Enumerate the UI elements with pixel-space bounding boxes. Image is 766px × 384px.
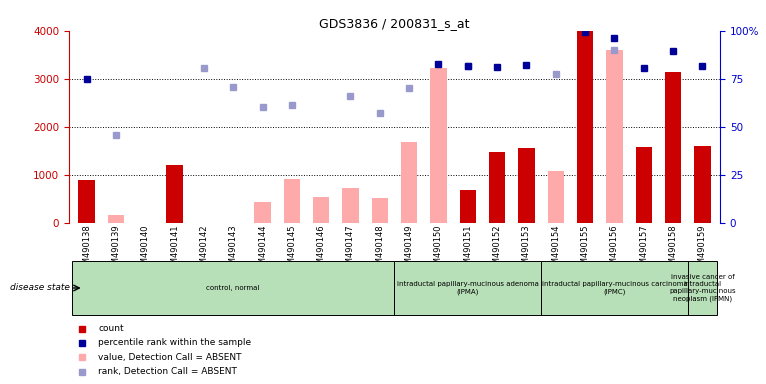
Bar: [665, 73, 681, 223]
Title: GDS3836 / 200831_s_at: GDS3836 / 200831_s_at: [319, 17, 470, 30]
Text: invasive cancer of
intraductal
papillary-mucinous
neoplasm (IPMN): invasive cancer of intraductal papillary…: [669, 274, 736, 302]
Bar: [401, 142, 417, 223]
Bar: [489, 152, 506, 223]
Text: disease state: disease state: [10, 283, 70, 293]
Bar: [548, 171, 564, 223]
Bar: [313, 197, 329, 223]
Bar: [688, 261, 717, 315]
Text: value, Detection Call = ABSENT: value, Detection Call = ABSENT: [98, 353, 242, 362]
Bar: [283, 179, 300, 223]
Text: count: count: [98, 324, 124, 333]
Bar: [519, 148, 535, 223]
Bar: [636, 147, 652, 223]
Text: control, normal: control, normal: [207, 285, 260, 291]
Text: percentile rank within the sample: percentile rank within the sample: [98, 338, 251, 348]
Bar: [694, 146, 711, 223]
Text: intraductal papillary-mucinous adenoma
(IPMA): intraductal papillary-mucinous adenoma (…: [397, 281, 538, 295]
Bar: [460, 190, 476, 223]
Bar: [342, 188, 358, 223]
Text: rank, Detection Call = ABSENT: rank, Detection Call = ABSENT: [98, 367, 237, 376]
Bar: [394, 261, 541, 315]
Bar: [254, 202, 270, 223]
Bar: [430, 68, 447, 223]
Bar: [78, 180, 95, 223]
Bar: [72, 261, 394, 315]
Bar: [166, 165, 182, 223]
Text: intraductal papillary-mucinous carcinoma
(IPMC): intraductal papillary-mucinous carcinoma…: [542, 281, 687, 295]
Bar: [607, 50, 623, 223]
Bar: [108, 215, 124, 223]
Bar: [372, 198, 388, 223]
Bar: [577, 31, 593, 223]
Bar: [541, 261, 688, 315]
